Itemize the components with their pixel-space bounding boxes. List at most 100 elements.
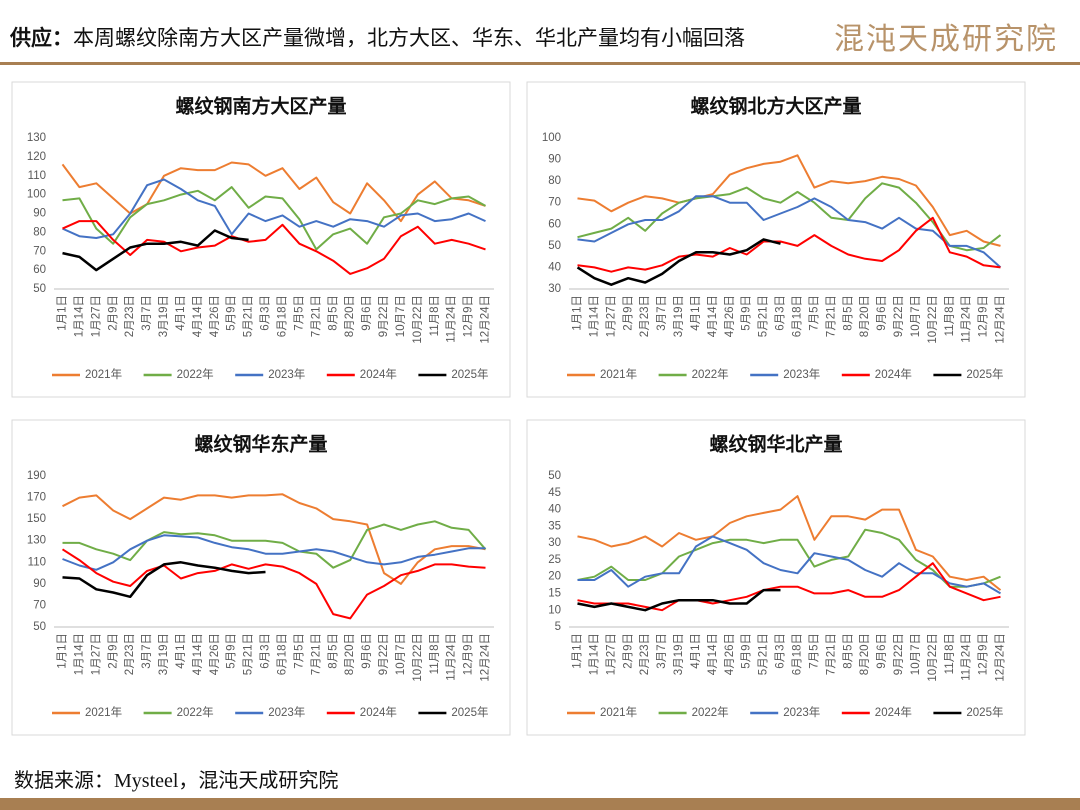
x-tick-label: 8月5日 [327,633,339,669]
chart-title: 螺纹钢华东产量 [194,432,327,455]
y-tick-label: 90 [33,208,46,220]
x-tick-label: 5月21日 [243,633,255,675]
legend-label: 2025年 [451,705,488,719]
x-tick-label: 8月20日 [344,295,356,337]
y-tick-label: 110 [28,170,46,182]
legend-label: 2024年 [875,367,912,381]
x-tick-label: 1月14日 [588,295,600,337]
x-tick-label: 5月9日 [226,295,238,331]
y-tick-label: 15 [548,587,561,599]
header: 供应：本周螺纹除南方大区产量微增，北方大区、华东、华北产量均有小幅回落 [10,22,745,52]
x-tick-label: 10月7日 [910,633,922,675]
legend-label: 2025年 [966,705,1003,719]
x-tick-label: 2月9日 [107,633,119,669]
x-tick-label: 5月21日 [758,633,770,675]
x-tick-label: 12月24日 [995,633,1007,682]
y-tick-label: 30 [548,537,561,549]
x-tick-label: 1月1日 [56,295,68,331]
series-line [62,561,266,599]
legend-label: 2021年 [600,705,637,719]
series-line [577,562,1001,612]
x-tick-label: 10月7日 [395,295,407,337]
x-tick-label: 7月21日 [825,633,837,675]
legend-label: 2022年 [177,705,214,719]
x-tick-label: 12月9日 [978,295,990,337]
y-tick-label: 170 [27,492,46,504]
x-tick-label: 2月9日 [622,295,634,331]
x-tick-label: 3月7日 [656,633,668,669]
y-tick-label: 130 [27,535,46,547]
y-tick-label: 50 [33,283,46,295]
x-tick-label: 6月18日 [276,633,288,675]
series-line [577,216,1001,273]
panel [526,81,1026,398]
x-tick-label: 2月9日 [107,295,119,331]
legend-label: 2023年 [783,705,820,719]
x-tick-label: 2月23日 [639,295,651,337]
x-tick-label: 5月9日 [741,295,753,331]
x-tick-label: 7月5日 [293,295,305,331]
legend-label: 2023年 [268,367,305,381]
x-tick-label: 6月18日 [791,295,803,337]
x-tick-label: 4月1日 [690,633,702,669]
x-tick-label: 7月21日 [310,295,322,337]
x-tick-label: 1月1日 [571,295,583,331]
x-tick-label: 9月6日 [361,295,373,331]
x-tick-label: 1月1日 [571,633,583,669]
x-tick-label: 11月24日 [446,295,458,343]
header-title: 本周螺纹除南方大区产量微增，北方大区、华东、华北产量均有小幅回落 [73,26,745,50]
x-tick-label: 12月24日 [480,633,492,682]
series-line [61,548,486,620]
y-tick-label: 5 [555,621,561,633]
x-tick-label: 9月6日 [876,295,888,331]
x-tick-label: 11月8日 [429,633,441,674]
y-tick-label: 30 [548,283,561,295]
series-line [577,528,1001,588]
source: 数据来源：Mysteel，混沌天成研究院 [14,770,339,792]
panel [11,419,511,736]
header-label: 供应： [10,26,73,50]
series-line [61,161,486,223]
chart-title: 螺纹钢北方大区产量 [690,94,861,117]
x-tick-label: 6月3日 [775,633,787,669]
y-tick-label: 90 [33,578,46,590]
chart-title: 螺纹钢南方大区产量 [175,94,346,117]
x-tick-label: 4月14日 [192,633,204,675]
x-tick-label: 1月27日 [90,633,102,675]
x-tick-label: 3月7日 [141,295,153,331]
y-tick-label: 90 [548,154,561,166]
x-tick-label: 11月8日 [429,295,441,336]
legend-label: 2021年 [85,367,122,381]
x-tick-label: 11月8日 [944,633,956,674]
y-tick-label: 130 [27,132,46,144]
series-line [62,186,486,251]
legend-label: 2023年 [783,367,820,381]
footer-bar [0,798,1080,810]
x-tick-label: 2月23日 [124,295,136,337]
y-tick-label: 150 [27,513,46,525]
y-tick-label: 50 [548,470,561,482]
x-tick-label: 9月22日 [893,633,905,675]
x-tick-label: 3月19日 [158,295,170,337]
legend-label: 2022年 [177,367,214,381]
x-tick-label: 7月21日 [310,633,322,675]
x-tick-label: 4月14日 [707,633,719,675]
x-tick-label: 4月26日 [209,295,221,337]
x-tick-label: 6月3日 [775,295,787,331]
y-tick-label: 40 [548,504,561,516]
series-line [62,534,486,571]
y-tick-label: 35 [548,520,561,532]
x-tick-label: 11月24日 [961,633,973,681]
x-tick-label: 3月19日 [673,295,685,337]
x-tick-label: 2月23日 [124,633,136,675]
series-line [577,154,1001,247]
x-tick-label: 8月5日 [327,295,339,331]
series-line [62,520,487,569]
x-tick-label: 1月1日 [56,633,68,669]
x-tick-label: 5月21日 [243,295,255,337]
y-tick-label: 20 [548,571,561,583]
series-line [577,588,781,612]
x-tick-label: 3月7日 [656,295,668,331]
